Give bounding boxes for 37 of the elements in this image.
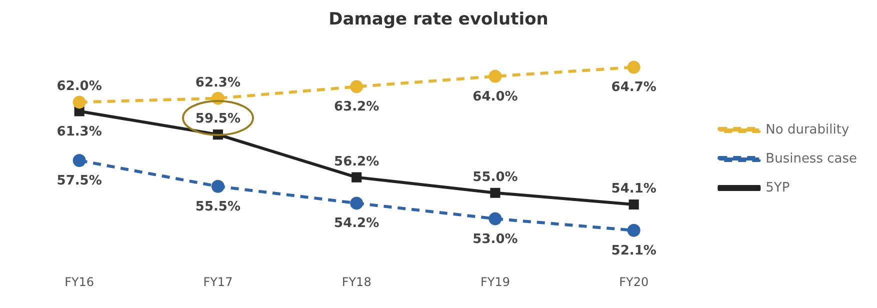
data-label: 53.0%: [472, 232, 518, 247]
data-label: 55.5%: [195, 199, 240, 214]
point: [627, 60, 640, 74]
point: [74, 106, 84, 116]
x-tick-label: FY20: [619, 274, 649, 289]
x-tick-label: FY17: [203, 274, 233, 289]
legend-label: No durability: [766, 122, 850, 138]
point: [72, 154, 86, 167]
data-label: 54.1%: [611, 182, 656, 197]
point: [350, 196, 364, 210]
point: [350, 80, 364, 94]
data-label: 52.1%: [611, 243, 656, 258]
point: [627, 224, 640, 237]
data-label: 57.5%: [56, 173, 102, 188]
point: [490, 188, 500, 198]
data-label: 62.3%: [195, 75, 240, 90]
x-tick-label: FY16: [64, 274, 94, 289]
point: [488, 70, 502, 83]
data-label: 62.0%: [56, 79, 102, 94]
point: [72, 96, 86, 109]
data-label: 55.0%: [472, 170, 518, 185]
point: [211, 180, 224, 193]
data-label: 61.3%: [56, 124, 102, 140]
chart-title: Damage rate evolution: [328, 10, 548, 30]
data-label: 54.2%: [334, 216, 380, 232]
point: [352, 172, 362, 182]
x-tick-label: FY19: [480, 274, 510, 289]
point: [488, 212, 502, 226]
data-label: 56.2%: [334, 154, 380, 170]
data-label: 59.5%: [195, 112, 240, 127]
data-label: 63.2%: [334, 100, 380, 115]
legend-label: 5YP: [766, 180, 790, 196]
data-label: 64.0%: [472, 89, 518, 104]
data-label: 64.7%: [611, 80, 656, 96]
point: [628, 199, 639, 210]
x-tick-label: FY18: [342, 274, 372, 289]
legend-label: Business case: [766, 151, 857, 166]
